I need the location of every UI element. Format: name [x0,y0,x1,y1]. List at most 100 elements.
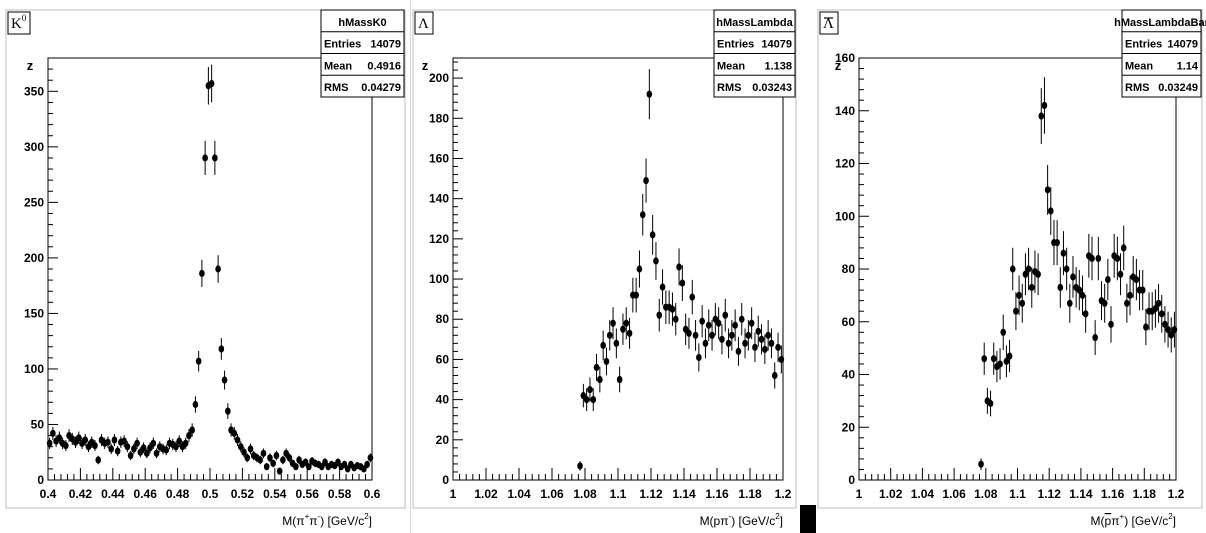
data-point [105,436,111,449]
x-label-part: ] [780,514,783,528]
data-point [270,459,276,468]
x-tick-label: 1.06 [540,487,564,501]
data-point [653,242,659,280]
panel-divider [410,0,411,533]
data-point [1171,311,1178,348]
marker [234,436,241,444]
marker [1105,275,1111,284]
data-point [583,388,590,412]
data-point [1089,236,1095,281]
x-label-part: ) [GeV/c [320,514,364,528]
data-point [719,324,725,355]
data-point [186,429,192,442]
marker [729,331,735,339]
marker [669,305,676,313]
data-point [153,448,160,459]
data-point [639,193,646,236]
y-tick-label: 160 [429,151,449,165]
marker [50,429,56,437]
marker [732,321,738,329]
data-point [696,343,702,372]
marker [293,463,299,471]
marker [215,265,221,273]
data-point [92,440,98,452]
marker [257,456,264,464]
marker [231,429,238,437]
marker [613,339,620,347]
data-point [1079,275,1086,316]
marker [672,315,679,323]
marker [1016,291,1022,299]
stats-label: RMS [1125,82,1149,94]
marker [56,434,63,442]
data-point [1022,253,1029,296]
data-point [1155,283,1162,323]
x-tick-label: 1.12 [639,487,663,501]
marker [633,291,639,299]
marker [75,434,82,442]
marker [719,335,725,343]
marker [987,399,994,408]
data-point [762,334,768,364]
marker [699,317,705,325]
marker [241,448,247,456]
x-tick-label: 1.02 [879,487,903,501]
stats-value: 14079 [370,39,401,51]
x-tick-label: 1.14 [1069,487,1093,501]
marker [709,331,715,339]
y-tick-label: 20 [842,420,856,434]
x-tick-label: 1.1 [1009,487,1026,501]
x-tick-label: 1.04 [911,487,935,501]
y-tick-label: 140 [429,192,449,206]
data-point [990,342,997,375]
y-tick-label: 160 [835,51,855,65]
data-point [260,448,267,459]
marker [1120,244,1127,252]
marker [686,329,692,337]
data-point [1019,283,1026,323]
stats-name: hMassLambda [716,17,793,29]
marker [643,176,649,185]
stats-value: 0.03243 [752,82,792,94]
marker [140,444,147,452]
data-point [46,437,53,450]
data-point [218,338,225,360]
marker [1171,326,1178,334]
marker [92,441,98,450]
y-tick-label: 100 [429,272,449,286]
data-point [656,298,663,332]
data-point [50,426,56,440]
data-point [1006,339,1013,373]
data-point [114,446,121,457]
marker [1095,254,1102,263]
data-point [649,214,656,255]
data-point [195,350,202,372]
data-point [722,298,729,332]
marker [280,456,286,464]
data-point [1127,275,1133,316]
marker [221,376,228,384]
marker [679,279,686,287]
data-point [752,332,758,363]
marker [111,436,118,444]
marker [775,343,781,351]
stats-name: hMassLambdaBar [1114,17,1206,29]
data-point [715,307,722,340]
marker [997,360,1003,368]
data-point [134,437,140,450]
x-tick-label: 1 [450,487,457,501]
marker [1152,304,1159,313]
marker [1117,270,1124,278]
x-tick-label: 1.18 [738,487,762,501]
data-point [237,441,244,453]
marker [195,357,202,365]
marker [659,283,666,291]
marker [134,439,140,447]
marker [189,426,195,434]
marker [121,437,127,445]
data-point [1038,88,1045,144]
marker [981,355,988,363]
stats-value: 1.138 [764,60,792,72]
marker [225,407,231,415]
data-point [692,319,699,351]
